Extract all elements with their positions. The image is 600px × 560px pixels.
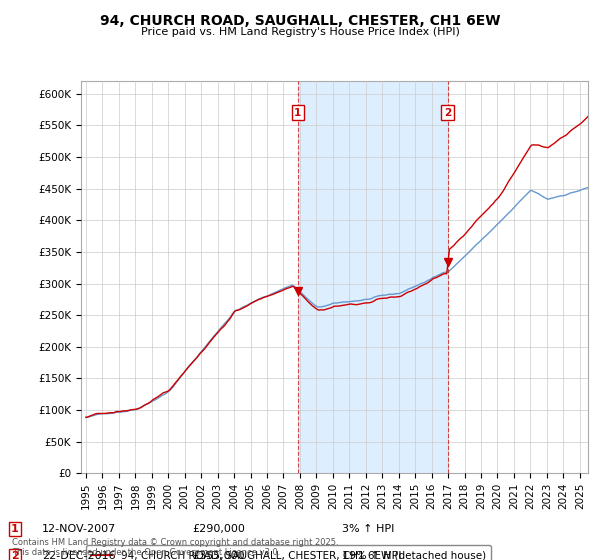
Text: 94, CHURCH ROAD, SAUGHALL, CHESTER, CH1 6EW: 94, CHURCH ROAD, SAUGHALL, CHESTER, CH1 … (100, 14, 500, 28)
Text: 22-DEC-2016: 22-DEC-2016 (42, 551, 116, 560)
Text: Contains HM Land Registry data © Crown copyright and database right 2025.
This d: Contains HM Land Registry data © Crown c… (12, 538, 338, 557)
Text: 2: 2 (444, 108, 451, 118)
Text: 12-NOV-2007: 12-NOV-2007 (42, 524, 116, 534)
Text: £355,000: £355,000 (192, 551, 245, 560)
Bar (298, 81, 448, 473)
Text: 1: 1 (294, 108, 301, 118)
Text: 19% ↑ HPI: 19% ↑ HPI (342, 551, 401, 560)
Legend: 94, CHURCH ROAD, SAUGHALL, CHESTER, CH1 6EW (detached house), HPI: Average price: 94, CHURCH ROAD, SAUGHALL, CHESTER, CH1 … (86, 545, 491, 560)
Text: 1: 1 (11, 524, 19, 534)
Text: £290,000: £290,000 (192, 524, 245, 534)
Text: Price paid vs. HM Land Registry's House Price Index (HPI): Price paid vs. HM Land Registry's House … (140, 27, 460, 37)
Text: 3% ↑ HPI: 3% ↑ HPI (342, 524, 394, 534)
Text: 2: 2 (11, 551, 19, 560)
